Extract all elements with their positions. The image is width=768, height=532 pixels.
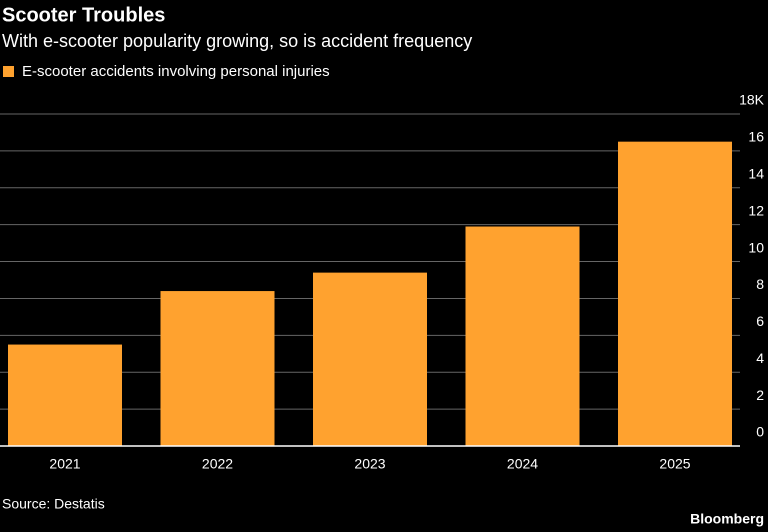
source: Source: Destatis	[2, 496, 105, 512]
bar	[465, 226, 580, 446]
credit: Bloomberg	[690, 511, 764, 527]
x-tick-label: 2022	[202, 456, 233, 472]
legend-label: E-scooter accidents involving personal i…	[22, 63, 330, 80]
y-tick-label: 6	[756, 313, 764, 329]
bar	[160, 291, 275, 446]
y-tick-label: 2	[756, 387, 764, 403]
y-tick-label: 18K	[739, 92, 765, 108]
x-tick-label: 2024	[507, 456, 538, 472]
y-tick-label: 10	[748, 239, 764, 255]
x-tick-label: 2023	[354, 456, 385, 472]
y-tick-label: 0	[756, 424, 764, 440]
y-tick-label: 4	[756, 350, 764, 366]
x-tick-label: 2021	[49, 456, 80, 472]
y-tick-label: 16	[748, 129, 764, 145]
legend-swatch	[3, 66, 14, 77]
y-tick-label: 8	[756, 276, 764, 292]
bar	[8, 344, 122, 446]
x-tick-label: 2025	[659, 456, 690, 472]
y-tick-label: 14	[748, 165, 764, 181]
chart-subtitle: With e-scooter popularity growing, so is…	[2, 31, 472, 51]
bar	[313, 272, 427, 446]
chart-title: Scooter Troubles	[2, 4, 165, 26]
y-tick-label: 12	[748, 202, 764, 218]
bar	[618, 141, 732, 446]
